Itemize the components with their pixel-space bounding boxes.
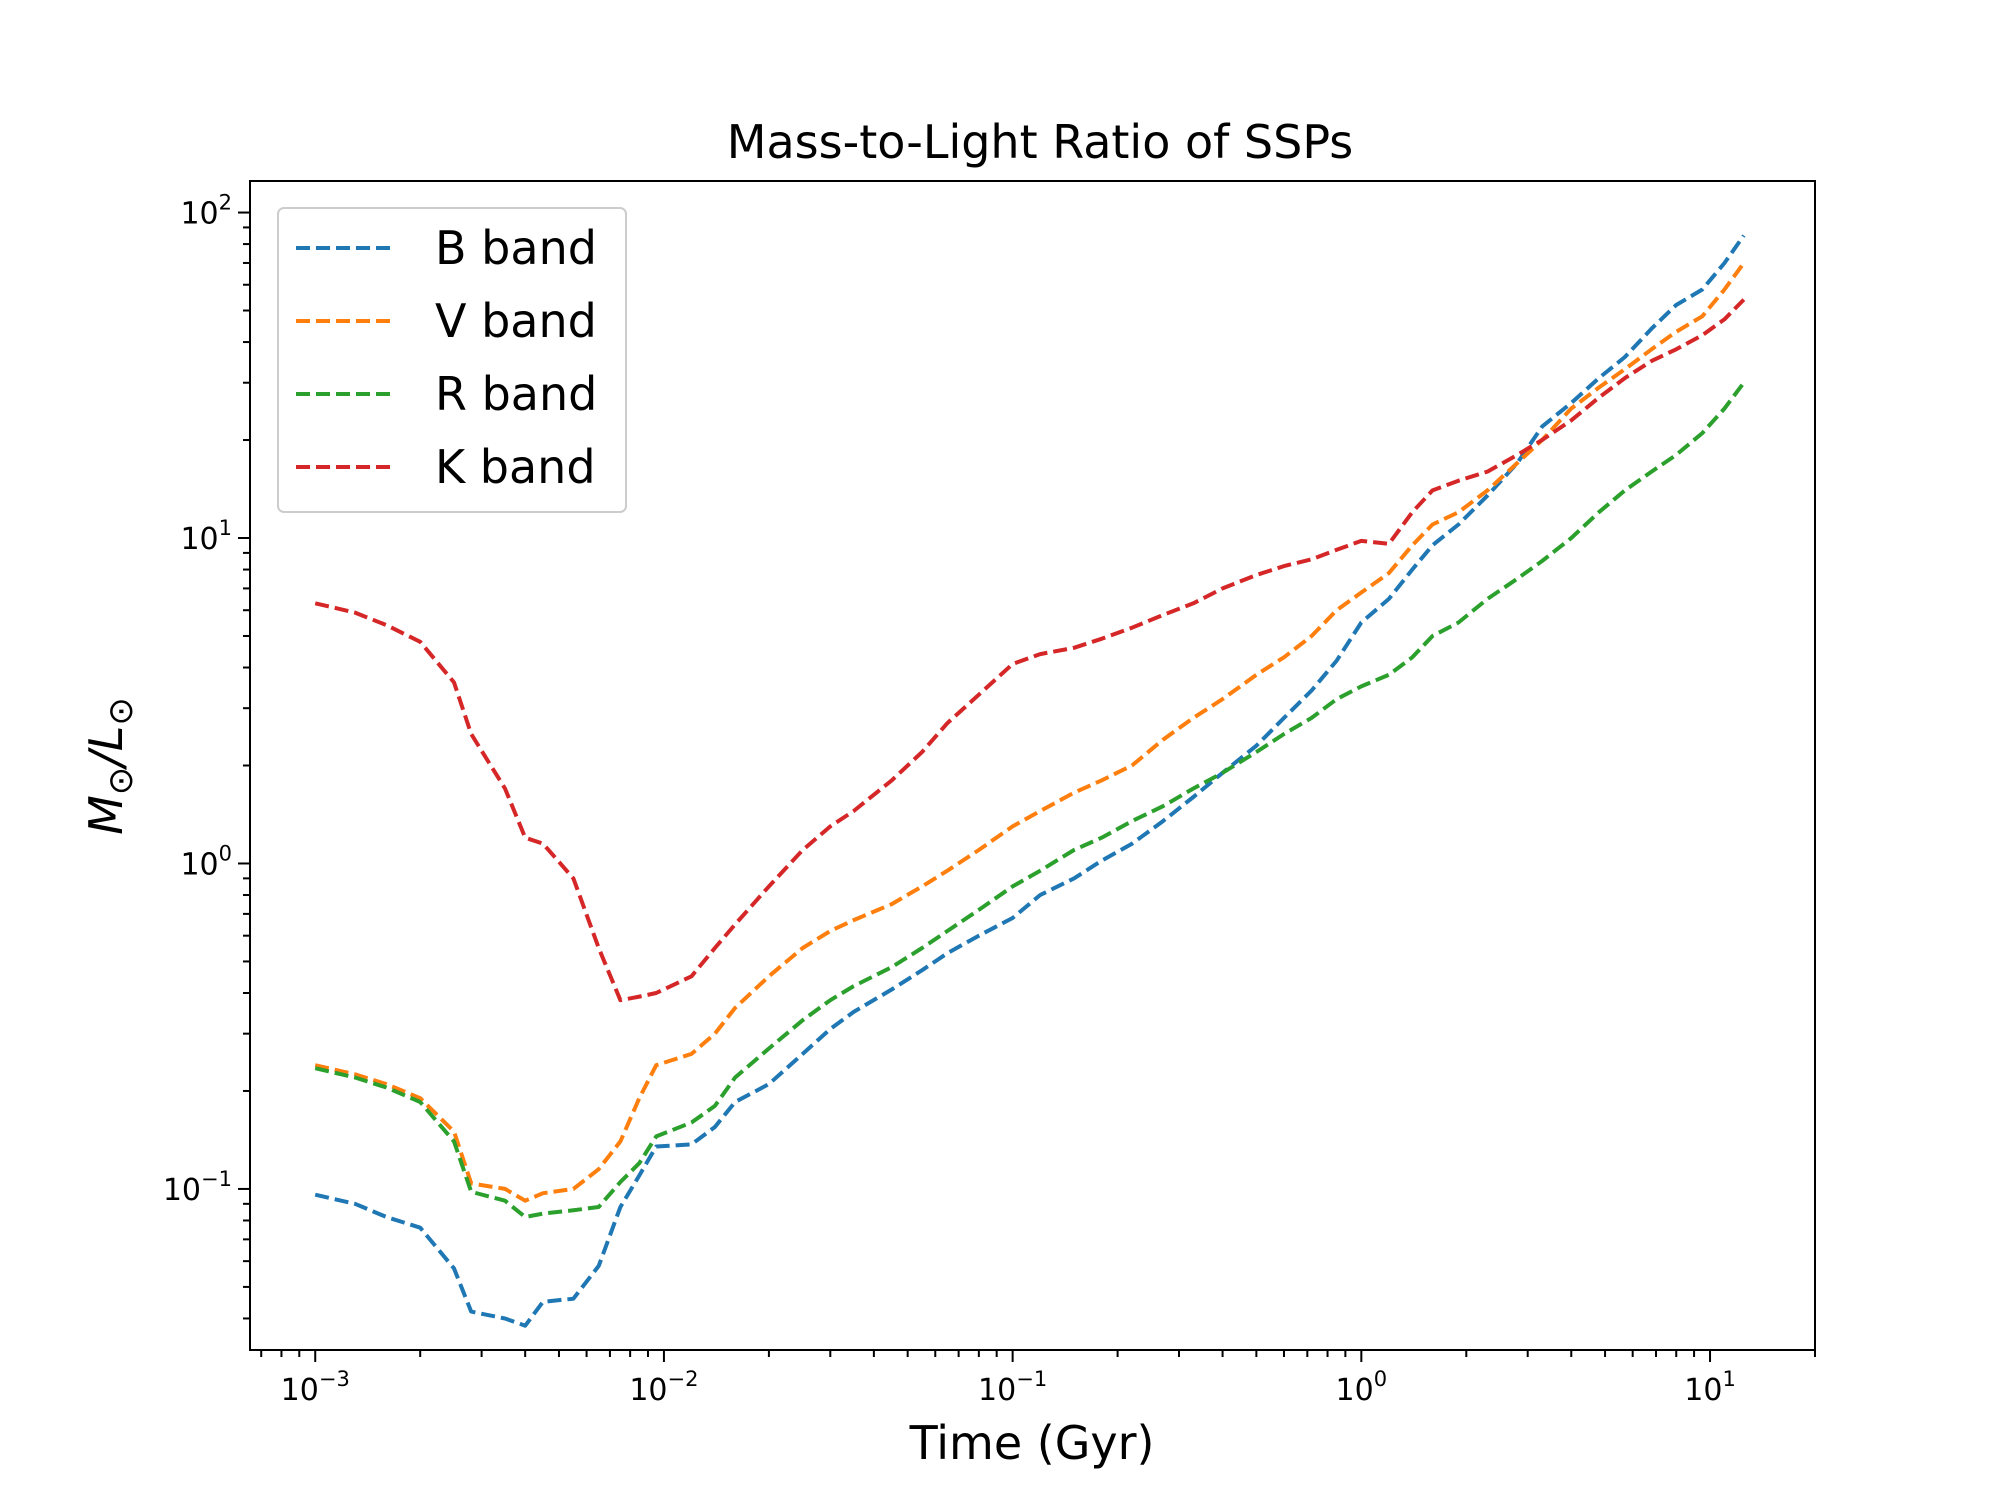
legend-label: R band <box>435 367 597 421</box>
legend-label: B band <box>435 221 597 275</box>
legend-label: V band <box>435 294 597 348</box>
legend-label: K band <box>435 440 596 494</box>
series-line-v-band <box>314 261 1746 1203</box>
x-tick-label: 100 <box>1336 1367 1388 1408</box>
y-tick-label: 100 <box>180 841 232 882</box>
x-tick-label: 10−2 <box>629 1367 698 1408</box>
series-line-r-band <box>314 381 1746 1219</box>
y-tick-label: 102 <box>180 191 232 232</box>
x-axis-ticks: 10−3 10−2 10−1 100 101 <box>260 1350 1816 1408</box>
chart-title: Mass-to-Light Ratio of SSPs <box>727 115 1353 169</box>
x-tick-label: 10−3 <box>281 1367 350 1408</box>
y-tick-label: 101 <box>180 516 232 557</box>
legend: B band V band R band K band <box>277 207 627 513</box>
x-axis-label: Time (Gyr) <box>909 1416 1155 1470</box>
y-axis-label: M⊙/L⊙ <box>79 697 141 835</box>
series-line-k-band <box>314 298 1746 1003</box>
x-tick-label: 101 <box>1684 1367 1736 1408</box>
y-axis-ticks: 10−1 100 101 102 <box>163 191 250 1320</box>
legend-box <box>277 207 627 513</box>
y-tick-label: 10−1 <box>163 1167 232 1208</box>
plot-area <box>314 234 1746 1328</box>
x-tick-label: 10−1 <box>978 1367 1047 1408</box>
